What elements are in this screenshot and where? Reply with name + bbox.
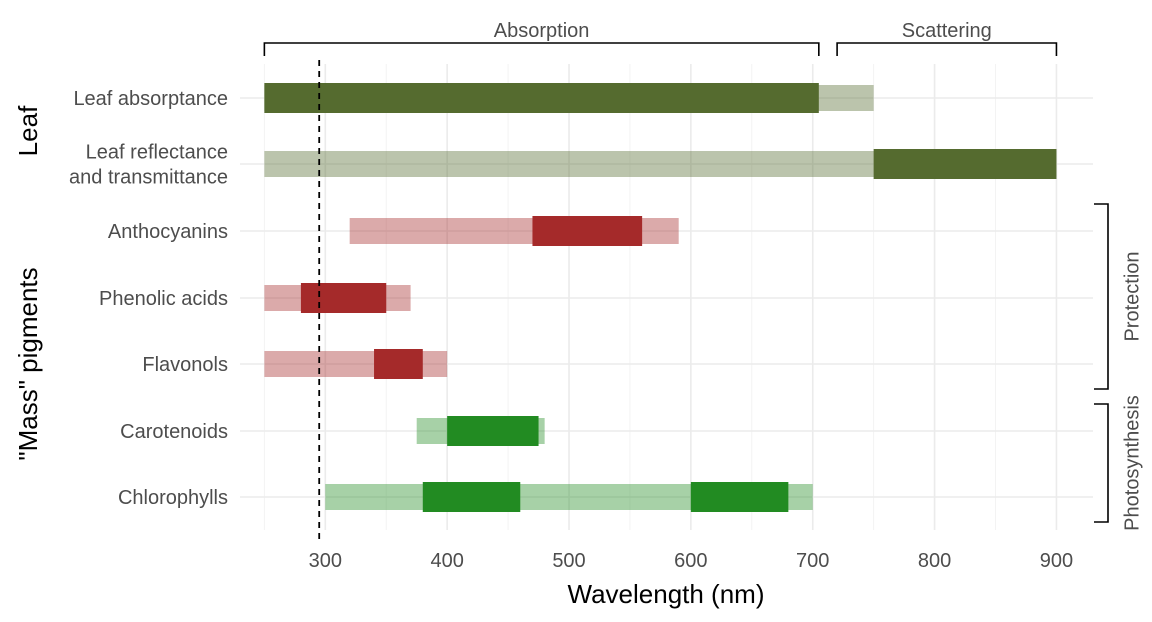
x-tick-label: 700 bbox=[796, 550, 829, 572]
category-label: Flavonols bbox=[142, 354, 228, 376]
right-bracket-label: Photosynthesis bbox=[1121, 395, 1143, 531]
group-title: Leaf bbox=[13, 105, 43, 156]
range-bar-dark bbox=[264, 83, 819, 113]
x-tick-label: 600 bbox=[674, 550, 707, 572]
x-axis: 300 400 500 600 700 800 900 bbox=[309, 550, 1074, 572]
group-title: "Mass" pigments bbox=[13, 267, 43, 460]
x-tick-label: 500 bbox=[552, 550, 585, 572]
group-titles: Leaf "Mass" pigments bbox=[13, 105, 43, 461]
range-bar-dark bbox=[374, 349, 423, 379]
category-label: Leaf reflectance and transmittance bbox=[69, 142, 228, 189]
category-label: Anthocyanins bbox=[108, 221, 228, 243]
category-label: Carotenoids bbox=[120, 421, 228, 443]
category-label: Chlorophylls bbox=[118, 487, 228, 509]
range-bar-dark bbox=[447, 416, 539, 446]
category-label-line: Phenolic acids bbox=[99, 288, 228, 310]
range-bar-dark bbox=[873, 149, 1057, 179]
top-bracket-label: Absorption bbox=[494, 20, 590, 42]
range-bar-dark bbox=[690, 482, 789, 512]
category-label-line: Leaf reflectance bbox=[86, 142, 228, 164]
category-labels: Leaf absorptance Leaf reflectance and tran… bbox=[69, 88, 228, 509]
category-label-line: Carotenoids bbox=[120, 421, 228, 443]
right-bracket bbox=[1094, 203, 1109, 390]
category-label-line: Anthocyanins bbox=[108, 221, 228, 243]
range-bar-dark bbox=[422, 482, 521, 512]
x-tick-label: 400 bbox=[430, 550, 463, 572]
range-bar-dark bbox=[532, 216, 643, 246]
category-label-line: Flavonols bbox=[142, 354, 228, 376]
category-label: Phenolic acids bbox=[99, 288, 228, 310]
top-bracket bbox=[836, 42, 1058, 56]
top-bracket-label: Scattering bbox=[902, 20, 992, 42]
x-axis-title: Wavelength (nm) bbox=[568, 579, 765, 609]
right-brackets: Protection Photosynthesis bbox=[1094, 203, 1143, 531]
category-label-line: Chlorophylls bbox=[118, 487, 228, 509]
right-bracket-label: Protection bbox=[1121, 251, 1143, 341]
x-tick-label: 300 bbox=[309, 550, 342, 572]
top-bracket bbox=[263, 42, 820, 56]
x-tick-label: 800 bbox=[918, 550, 951, 572]
range-bars bbox=[264, 83, 1057, 512]
range-bar-dark bbox=[300, 283, 387, 313]
category-label: Leaf absorptance bbox=[73, 88, 228, 110]
category-label-line: Leaf absorptance bbox=[73, 88, 228, 110]
category-label-line: and transmittance bbox=[69, 167, 228, 189]
top-brackets: Absorption Scattering bbox=[263, 20, 1058, 56]
x-tick-label: 900 bbox=[1040, 550, 1073, 572]
right-bracket bbox=[1094, 403, 1109, 523]
